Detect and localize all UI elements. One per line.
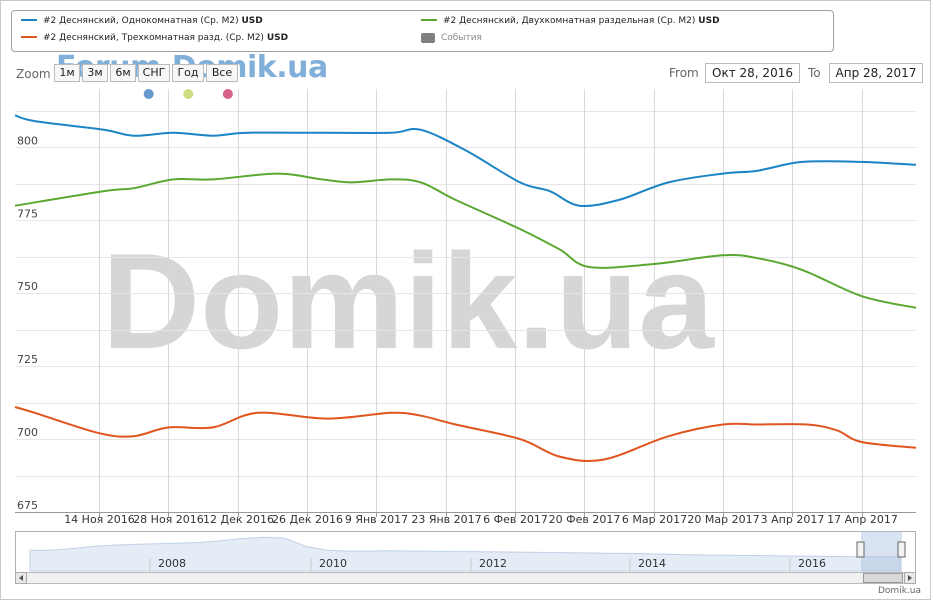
scrollbar-left-arrow-icon (19, 575, 23, 581)
navigator-year-label: 2010 (319, 557, 347, 570)
navigator-selection[interactable] (861, 531, 902, 572)
x-tick-label: 6 Мар 2017 (622, 513, 687, 526)
navigator-year-label: 2008 (158, 557, 186, 570)
watermark-big: Domik.ua (102, 225, 715, 377)
x-tick-label: 28 Ноя 2016 (133, 513, 204, 526)
y-axis-labels: 675 700 725 750 775 800 (17, 134, 38, 512)
zoom-button-year[interactable]: Год (172, 64, 204, 82)
scrollbar-right-arrow-icon (908, 575, 912, 581)
legend-unit: USD (241, 16, 263, 26)
series-lines (14, 114, 917, 462)
navigator-area (29, 536, 901, 572)
from-label: From (669, 66, 699, 80)
legend-label: События (441, 33, 482, 43)
x-tick-label: 20 Фев 2017 (549, 513, 621, 526)
zoom-button-1m[interactable]: 1м (54, 64, 80, 82)
series-line-1 (14, 114, 917, 208)
x-tick-label: 20 Мар 2017 (687, 513, 759, 526)
zoom-button-3m[interactable]: 3м (82, 64, 108, 82)
x-tick-label: 23 Янв 2017 (411, 513, 481, 526)
y-tick-label: 700 (17, 426, 38, 439)
to-date-input[interactable]: Апр 28, 2017 (829, 63, 923, 83)
event-marker[interactable] (183, 89, 194, 99)
legend-unit: USD (266, 33, 289, 43)
x-tick-label: 9 Янв 2017 (345, 513, 408, 526)
zoom-button-all[interactable]: Все (206, 64, 238, 82)
to-label: To (808, 66, 821, 80)
y-tick-label: 725 (17, 353, 38, 366)
legend: #2 Деснянский, Однокомнатная (Ср. М2) US… (11, 10, 834, 52)
legend-swatch (21, 18, 37, 21)
navigator-year-label: 2012 (479, 557, 507, 570)
legend-item-2room[interactable]: #2 Деснянский, Двухкомнатная раздельная … (421, 15, 720, 27)
legend-unit: USD (698, 16, 720, 26)
legend-swatch (421, 18, 437, 21)
grid-lines (15, 89, 916, 517)
navigator-handle-left[interactable] (856, 541, 865, 558)
navigator-year-label: 2016 (798, 557, 826, 570)
from-date-input[interactable]: Окт 28, 2016 (705, 63, 800, 83)
x-tick-label: 14 Ноя 2016 (64, 513, 135, 526)
legend-events-swatch (421, 32, 435, 43)
legend-label: #2 Деснянский, Однокомнатная (Ср. М2) (43, 16, 239, 26)
x-tick-label: 12 Дек 2016 (203, 513, 274, 526)
legend-item-events[interactable]: События (421, 32, 482, 44)
y-tick-label: 675 (17, 499, 38, 512)
series-line-3 (14, 406, 917, 462)
x-tick-label: 6 Фев 2017 (483, 513, 548, 526)
zoom-button-6m[interactable]: 6м (110, 64, 136, 82)
scrollbar-track[interactable] (15, 572, 916, 584)
legend-item-1room[interactable]: #2 Деснянский, Однокомнатная (Ср. М2) US… (21, 15, 263, 27)
series-line-2 (14, 172, 917, 309)
legend-label: #2 Деснянский, Двухкомнатная раздельная … (443, 16, 696, 26)
event-marker[interactable] (222, 89, 233, 99)
navigator[interactable]: 2008 2010 2012 2014 2016 (15, 531, 916, 584)
navigator-handle-right[interactable] (897, 541, 906, 558)
x-tick-label: 26 Дек 2016 (272, 513, 343, 526)
navigator-year-label: 2014 (638, 557, 666, 570)
zoom-button-ytd[interactable]: СНГ (138, 64, 170, 82)
scrollbar-thumb[interactable] (863, 573, 903, 583)
y-tick-label: 775 (17, 207, 38, 220)
event-marker[interactable] (143, 89, 154, 99)
legend-item-3room[interactable]: #2 Деснянский, Трехкомнатная разд. (Ср. … (21, 32, 288, 44)
legend-label: #2 Деснянский, Трехкомнатная разд. (Ср. … (43, 33, 264, 43)
y-tick-label: 750 (17, 280, 38, 293)
x-tick-label: 3 Апр 2017 (761, 513, 825, 526)
legend-swatch (21, 35, 37, 38)
event-markers[interactable] (143, 89, 233, 99)
credit-link[interactable]: Domik.ua (878, 586, 921, 596)
x-tick-label: 17 Апр 2017 (827, 513, 898, 526)
zoom-label: Zoom (16, 67, 51, 81)
y-tick-label: 800 (17, 134, 38, 147)
